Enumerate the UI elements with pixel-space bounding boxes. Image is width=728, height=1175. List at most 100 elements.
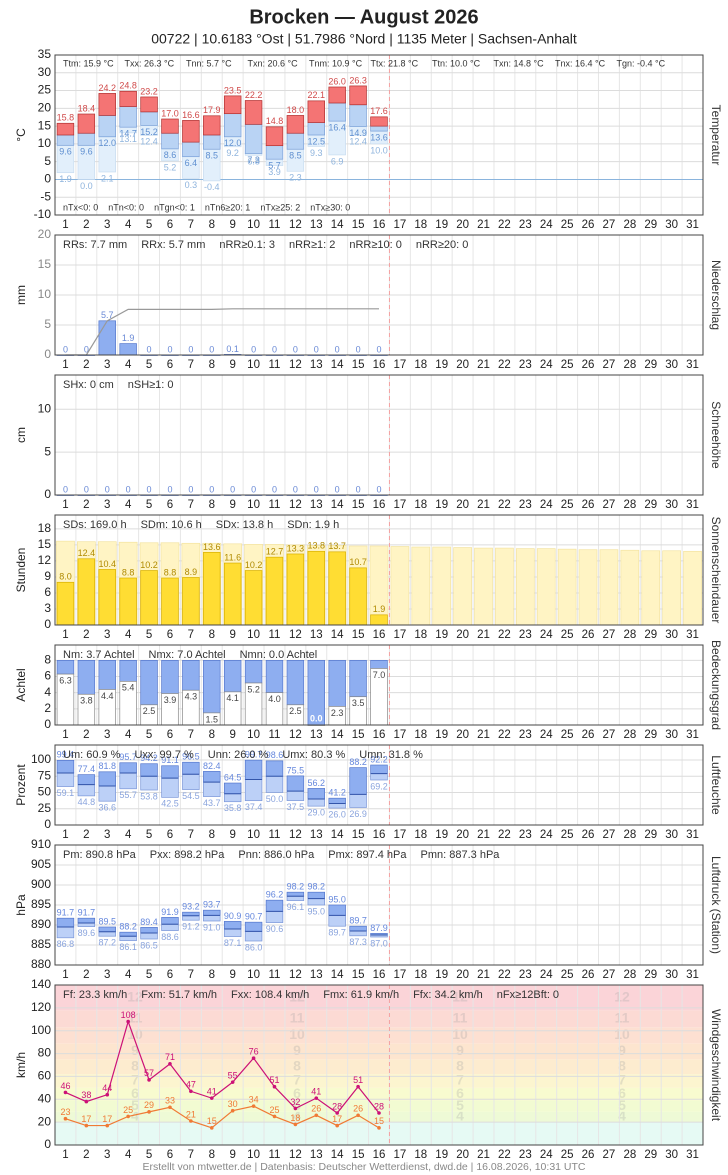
- max-label: 91.7: [78, 908, 96, 918]
- y-tick-label: 2: [44, 701, 51, 715]
- x-tick-label: 18: [414, 629, 427, 641]
- max-label: 22.1: [308, 90, 326, 100]
- x-tick-label: 22: [498, 729, 511, 741]
- max-mean-bar: [244, 921, 263, 932]
- value-label: 71: [165, 1052, 175, 1062]
- beaufort-label: 4: [131, 1108, 139, 1124]
- min-label: 5.7: [268, 161, 281, 171]
- x-tick-label: 18: [414, 729, 427, 741]
- x-tick-label: 31: [686, 359, 699, 371]
- x-tick-label: 2: [83, 969, 89, 981]
- x-tick-label: 14: [331, 1149, 344, 1161]
- mean-max-bar: [265, 126, 284, 147]
- min-label: 87.1: [224, 938, 242, 948]
- x-tick-label: 20: [456, 629, 469, 641]
- min-mean-bar: [370, 125, 388, 132]
- mean-min-bar: [286, 895, 305, 901]
- mean-max-bar: [307, 100, 326, 123]
- value-label: 34: [249, 1095, 259, 1105]
- max-label: 90.9: [224, 911, 242, 921]
- y-tick-label: 18: [38, 521, 52, 535]
- stat-text: Tnn: 5.7 °C: [186, 58, 232, 68]
- mean-max-bar: [244, 100, 263, 125]
- value-label: 8.8: [164, 567, 177, 577]
- x-tick-label: 1: [62, 969, 68, 981]
- x-tick-label: 28: [623, 729, 636, 741]
- value-label: 13.3: [287, 543, 305, 553]
- x-tick-label: 5: [146, 729, 152, 741]
- mean-min-bar: [223, 793, 242, 803]
- x-tick-label: 19: [435, 729, 448, 741]
- sunshine-bar: [203, 552, 221, 626]
- x-tick-label: 22: [498, 629, 511, 641]
- stat-text: Nmx: 7.0 Achtel: [149, 649, 226, 661]
- x-tick-label: 7: [188, 359, 194, 371]
- x-tick-label: 15: [352, 629, 365, 641]
- x-tick-label: 9: [229, 219, 235, 231]
- x-tick-label: 20: [456, 829, 469, 841]
- min-label: 59.1: [57, 788, 75, 798]
- min-label: 12.0: [98, 138, 116, 148]
- min-label: 86.8: [57, 939, 75, 949]
- x-tick-label: 6: [167, 1149, 173, 1161]
- stat-text: nRR≥0.1: 3: [219, 239, 275, 251]
- x-tick-label: 12: [289, 729, 302, 741]
- y-tick-label: 885: [31, 937, 51, 951]
- x-tick-label: 9: [229, 829, 235, 841]
- panel-title: Schneehöhe: [709, 401, 723, 469]
- sunshine-bar: [349, 567, 367, 626]
- x-tick-label: 10: [247, 969, 260, 981]
- value-label: 17: [81, 1114, 91, 1124]
- x-tick-label: 29: [644, 499, 657, 511]
- x-tick-label: 21: [477, 359, 490, 371]
- wind-point: [105, 1092, 110, 1097]
- value-label: 4.4: [101, 691, 114, 701]
- x-tick-label: 10: [247, 829, 260, 841]
- x-tick-label: 4: [125, 829, 132, 841]
- cloud-bar: [286, 660, 305, 706]
- x-tick-label: 22: [498, 829, 511, 841]
- possible-bar: [578, 549, 598, 626]
- x-tick-label: 3: [104, 729, 110, 741]
- stat-text: nTn<0: 0: [108, 202, 144, 212]
- min-mean-bar: [77, 132, 96, 146]
- max-label: 18.0: [287, 105, 305, 115]
- x-tick-label: 28: [623, 499, 636, 511]
- y-tick-label: -5: [40, 189, 51, 203]
- stat-text: nRR≥20: 0: [416, 239, 469, 251]
- mean-max-bar: [182, 120, 200, 143]
- x-tick-label: 21: [477, 829, 490, 841]
- value-label: 12.4: [78, 548, 96, 558]
- x-tick-label: 27: [603, 969, 616, 981]
- max-label: 91.1: [161, 755, 179, 765]
- x-tick-label: 1: [62, 1149, 68, 1161]
- mean-min-bar: [77, 922, 96, 927]
- wind-point: [189, 1089, 193, 1094]
- panel-title: Luftfeuchte: [709, 755, 723, 815]
- min-label: 8.5: [206, 151, 219, 161]
- x-tick-label: 4: [125, 1149, 132, 1161]
- x-tick-label: 7: [188, 499, 194, 511]
- x-tick-label: 25: [561, 629, 574, 641]
- value-label: 0: [272, 344, 277, 354]
- beaufort-band: [55, 1059, 703, 1075]
- value-label: 5.2: [247, 684, 260, 694]
- x-tick-label: 24: [540, 969, 553, 981]
- value-label: 3.5: [352, 698, 365, 708]
- mean-min-bar: [265, 911, 284, 923]
- beaufort-label: 6: [131, 1085, 139, 1101]
- value-label: 5.4: [122, 683, 135, 693]
- stat-text: Nmn: 0.0 Achtel: [240, 649, 318, 661]
- stat-text: Txn: 14.8 °C: [494, 58, 545, 68]
- x-tick-label: 11: [269, 359, 281, 371]
- value-label: 21: [186, 1109, 196, 1119]
- min-label: 87.2: [98, 938, 116, 948]
- x-tick-label: 8: [209, 629, 215, 641]
- y-tick-label: 6: [44, 585, 51, 599]
- possible-bar: [641, 550, 661, 626]
- stat-text: nTgn<0: 1: [154, 202, 195, 212]
- x-tick-label: 27: [603, 729, 616, 741]
- y-tick-label: 9: [44, 569, 51, 583]
- stat-text: SDn: 1.9 h: [287, 519, 339, 531]
- x-tick-label: 25: [561, 969, 574, 981]
